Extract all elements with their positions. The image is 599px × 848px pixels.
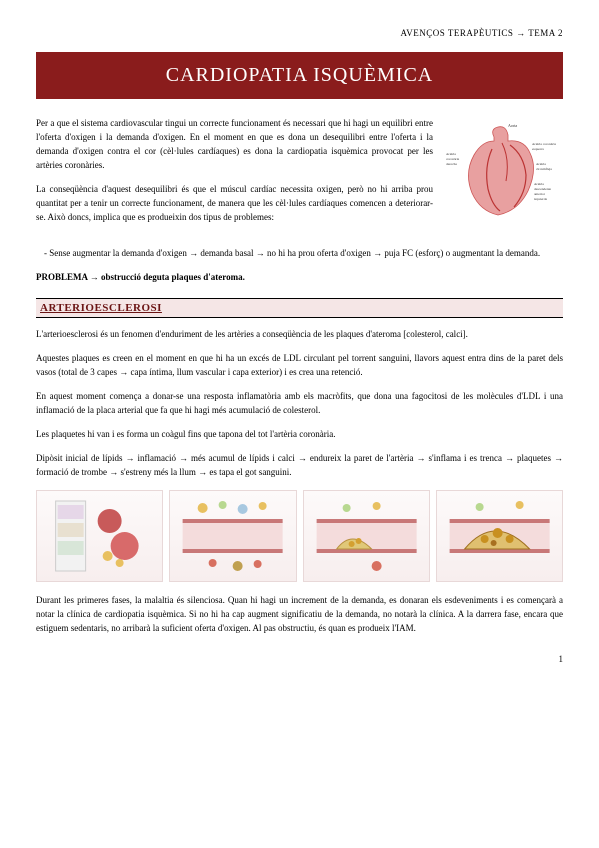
section-heading-arterioesclerosi: ARTERIOESCLEROSI: [36, 298, 563, 318]
arterio-p3: En aquest moment comença a donar-se una …: [36, 390, 563, 418]
atheroma-diagram-row: [36, 490, 563, 582]
atheroma-stage-2: [169, 490, 296, 582]
svg-text:Artèria: Artèria: [446, 152, 456, 156]
svg-text:anterior: anterior: [534, 192, 546, 196]
title-banner: CARDIOPATIA ISQUÈMICA: [36, 52, 563, 99]
svg-text:izquierda: izquierda: [534, 197, 547, 201]
svg-text:coronària: coronària: [446, 157, 460, 161]
page-number: 1: [36, 654, 563, 664]
arterio-p4: Les plaquetes hi van i es forma un coàgu…: [36, 428, 563, 442]
svg-text:derecha: derecha: [446, 162, 457, 166]
intro-section: Aorta Artèria coronària esquerra Artèria…: [36, 117, 563, 235]
document-page: AVENÇOS TERAPÈUTICS → TEMA 2 CARDIOPATIA…: [0, 0, 599, 684]
svg-text:esquerra: esquerra: [532, 147, 544, 151]
atheroma-stage-1: [36, 490, 163, 582]
problema-line: PROBLEMA → obstrucció deguta plaques d'a…: [36, 271, 563, 285]
svg-text:Artèria coronària: Artèria coronària: [532, 142, 556, 146]
problema-bold: PROBLEMA → obstrucció deguta plaques d'a…: [36, 272, 245, 282]
arterio-p1: L'arterioesclerosi és un fenomen d'endur…: [36, 328, 563, 342]
bullet-item: - Sense augmentar la demanda d'oxigen → …: [36, 247, 563, 261]
svg-text:Artèria: Artèria: [536, 162, 546, 166]
atheroma-stage-3: [303, 490, 430, 582]
atheroma-stage-4: [436, 490, 563, 582]
svg-text:Artèria: Artèria: [534, 182, 544, 186]
page-header: AVENÇOS TERAPÈUTICS → TEMA 2: [36, 28, 563, 38]
svg-text:circumfleja: circumfleja: [536, 167, 552, 171]
svg-text:descendente: descendente: [534, 187, 552, 191]
svg-text:Aorta: Aorta: [508, 123, 517, 128]
heart-diagram: Aorta Artèria coronària esquerra Artèria…: [443, 117, 563, 227]
arterio-p5: Dipòsit inicial de lípids → inflamació →…: [36, 452, 563, 480]
arterio-p2: Aquestes plaques es creen en el moment e…: [36, 352, 563, 380]
arterio-p6: Durant les primeres fases, la malaltia é…: [36, 594, 563, 636]
